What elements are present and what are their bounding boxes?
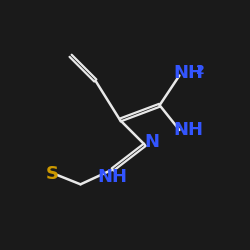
Text: N: N [145, 133, 160, 151]
Text: 2: 2 [196, 64, 205, 77]
Text: NH: NH [173, 121, 203, 139]
Text: S: S [46, 166, 59, 184]
Text: NH: NH [173, 64, 203, 82]
Text: NH: NH [98, 168, 128, 186]
